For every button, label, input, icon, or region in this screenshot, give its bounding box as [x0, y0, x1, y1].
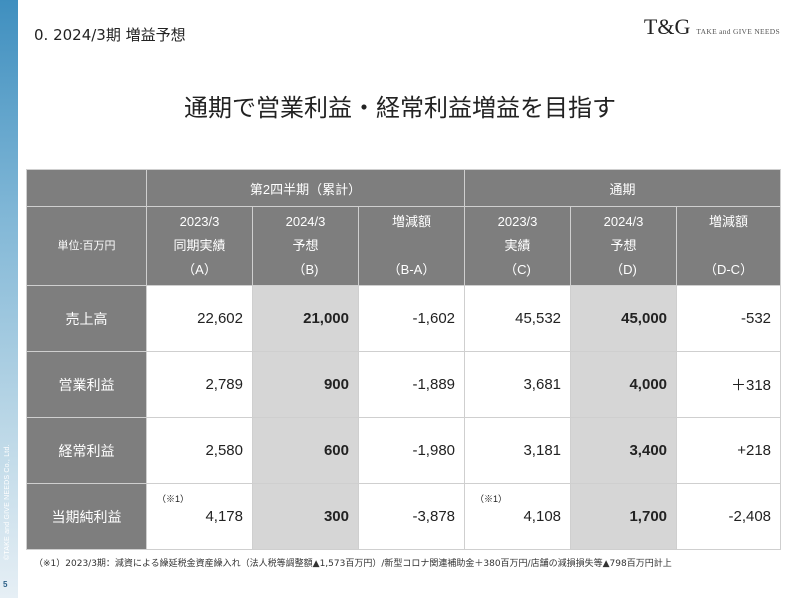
column-header: 2023/3 同期実績 （A） — [146, 206, 253, 286]
table-cell: -532 — [676, 285, 782, 352]
row-label: 営業利益 — [26, 351, 147, 418]
column-header: 増減額 （B-A） — [357, 206, 466, 286]
page-title: 0. 2024/3期 増益予想 — [34, 26, 186, 44]
table-cell: ＋318 — [676, 351, 782, 418]
header-empty-cell — [26, 169, 147, 207]
row-label: 当期純利益 — [26, 483, 147, 550]
company-logo: T&G TAKE and GIVE NEEDS — [644, 14, 780, 40]
table-cell: 2,789 — [146, 351, 253, 418]
logo-text: TAKE and GIVE NEEDS — [696, 27, 780, 36]
row-label: 経常利益 — [26, 417, 147, 484]
table-cell: 45,000 — [570, 285, 678, 352]
cell-value: 4,108 — [523, 508, 562, 525]
note-mark: （※1） — [157, 494, 190, 504]
table-cell: 45,532 — [464, 285, 572, 352]
page-number: 5 — [3, 580, 8, 589]
group-header-q2: 第2四半期（累計） — [145, 169, 466, 207]
slide-headline: 通期で営業利益・経常利益増益を目指す — [184, 94, 616, 122]
sidebar-band: ©TAKE and GIVE NEEDS Co., Ltd. 5 — [0, 0, 18, 598]
column-header: 増減額 （D-C） — [676, 206, 782, 286]
table-cell: 3,181 — [464, 417, 572, 484]
table-cell: 1,700 — [570, 483, 678, 550]
table-row: 当期純利益 （※1） 4,178 300 -3,878 （※1） 4,108 1… — [26, 483, 782, 550]
unit-label: 単位:百万円 — [26, 206, 147, 286]
table-cell: -1,889 — [357, 351, 466, 418]
table-row: 売上高 22,602 21,000 -1,602 45,532 45,000 -… — [26, 285, 782, 352]
table-cell: 2,580 — [146, 417, 253, 484]
footnote: （※1）2023/3期：減資による繰延税金資産繰入れ（法人税等調整額▲1,573… — [34, 559, 672, 569]
note-mark: （※1） — [475, 494, 508, 504]
column-header: 2024/3 予想 （D) — [570, 206, 678, 286]
cell-value: 4,178 — [205, 508, 243, 525]
table-row: 経常利益 2,580 600 -1,980 3,181 3,400 +218 — [26, 417, 782, 484]
table-row: 営業利益 2,789 900 -1,889 3,681 4,000 ＋318 — [26, 351, 782, 418]
table-cell: -1,602 — [357, 285, 466, 352]
logo-mark: T&G — [643, 14, 691, 39]
table-cell: -2,408 — [676, 483, 782, 550]
table-cell: 21,000 — [252, 285, 359, 352]
group-header-full-year: 通期 — [464, 169, 782, 207]
table-cell: 4,000 — [570, 351, 678, 418]
table-cell: 900 — [252, 351, 359, 418]
row-label: 売上高 — [26, 285, 147, 352]
forecast-table: 第2四半期（累計） 通期 単位:百万円 2023/3 同期実績 （A） 2024/3… — [26, 169, 782, 550]
table-cell: -1,980 — [357, 417, 466, 484]
column-header: 2023/3 実績 （C) — [464, 206, 572, 286]
table-cell: +218 — [676, 417, 782, 484]
table-cell-with-note: （※1） 4,108 — [464, 483, 572, 550]
table-cell: 3,400 — [570, 417, 678, 484]
table-cell-with-note: （※1） 4,178 — [146, 483, 253, 550]
table-cell: -3,878 — [357, 483, 466, 550]
column-header: 2024/3 予想 （B) — [252, 206, 359, 286]
table-cell: 3,681 — [464, 351, 572, 418]
table-cell: 300 — [252, 483, 359, 550]
table-cell: 600 — [252, 417, 359, 484]
table-cell: 22,602 — [146, 285, 253, 352]
copyright-text: ©TAKE and GIVE NEEDS Co., Ltd. — [4, 444, 11, 560]
